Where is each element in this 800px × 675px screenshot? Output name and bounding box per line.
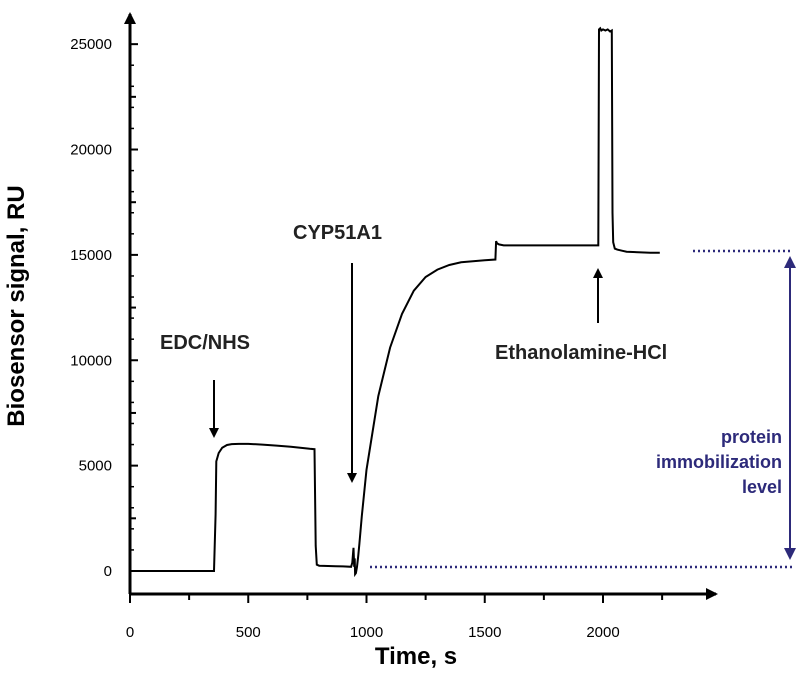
- level-label-line2: immobilization: [656, 452, 782, 472]
- y-tick-label: 20000: [70, 142, 112, 159]
- y-axis-title: Biosensor signal, RU: [3, 185, 30, 426]
- y-tick-label: 0: [104, 563, 112, 580]
- y-ticks: 0 5000 10000 15000 20000 25000: [70, 36, 138, 580]
- x-axis-title: Time, s: [375, 643, 457, 670]
- x-tick-label: 1000: [350, 624, 383, 641]
- edc-nhs-label: EDC/NHS: [160, 332, 250, 354]
- y-tick-label: 25000: [70, 36, 112, 53]
- x-tick-label: 1500: [468, 624, 501, 641]
- level-label-line3: level: [742, 477, 782, 497]
- series-line: [130, 26, 660, 578]
- ethanolamine-label: Ethanolamine-HCl: [495, 342, 667, 364]
- x-tick-label: 500: [236, 624, 261, 641]
- cyp51a1-label: CYP51A1: [293, 222, 382, 244]
- x-ticks: 0 500 1000 1500 2000: [126, 594, 664, 641]
- y-tick-label: 5000: [79, 458, 112, 475]
- x-tick-label: 2000: [586, 624, 619, 641]
- y-tick-label: 15000: [70, 247, 112, 264]
- level-label-line1: protein: [721, 427, 782, 447]
- y-tick-label: 10000: [70, 352, 112, 369]
- x-tick-label: 0: [126, 624, 134, 641]
